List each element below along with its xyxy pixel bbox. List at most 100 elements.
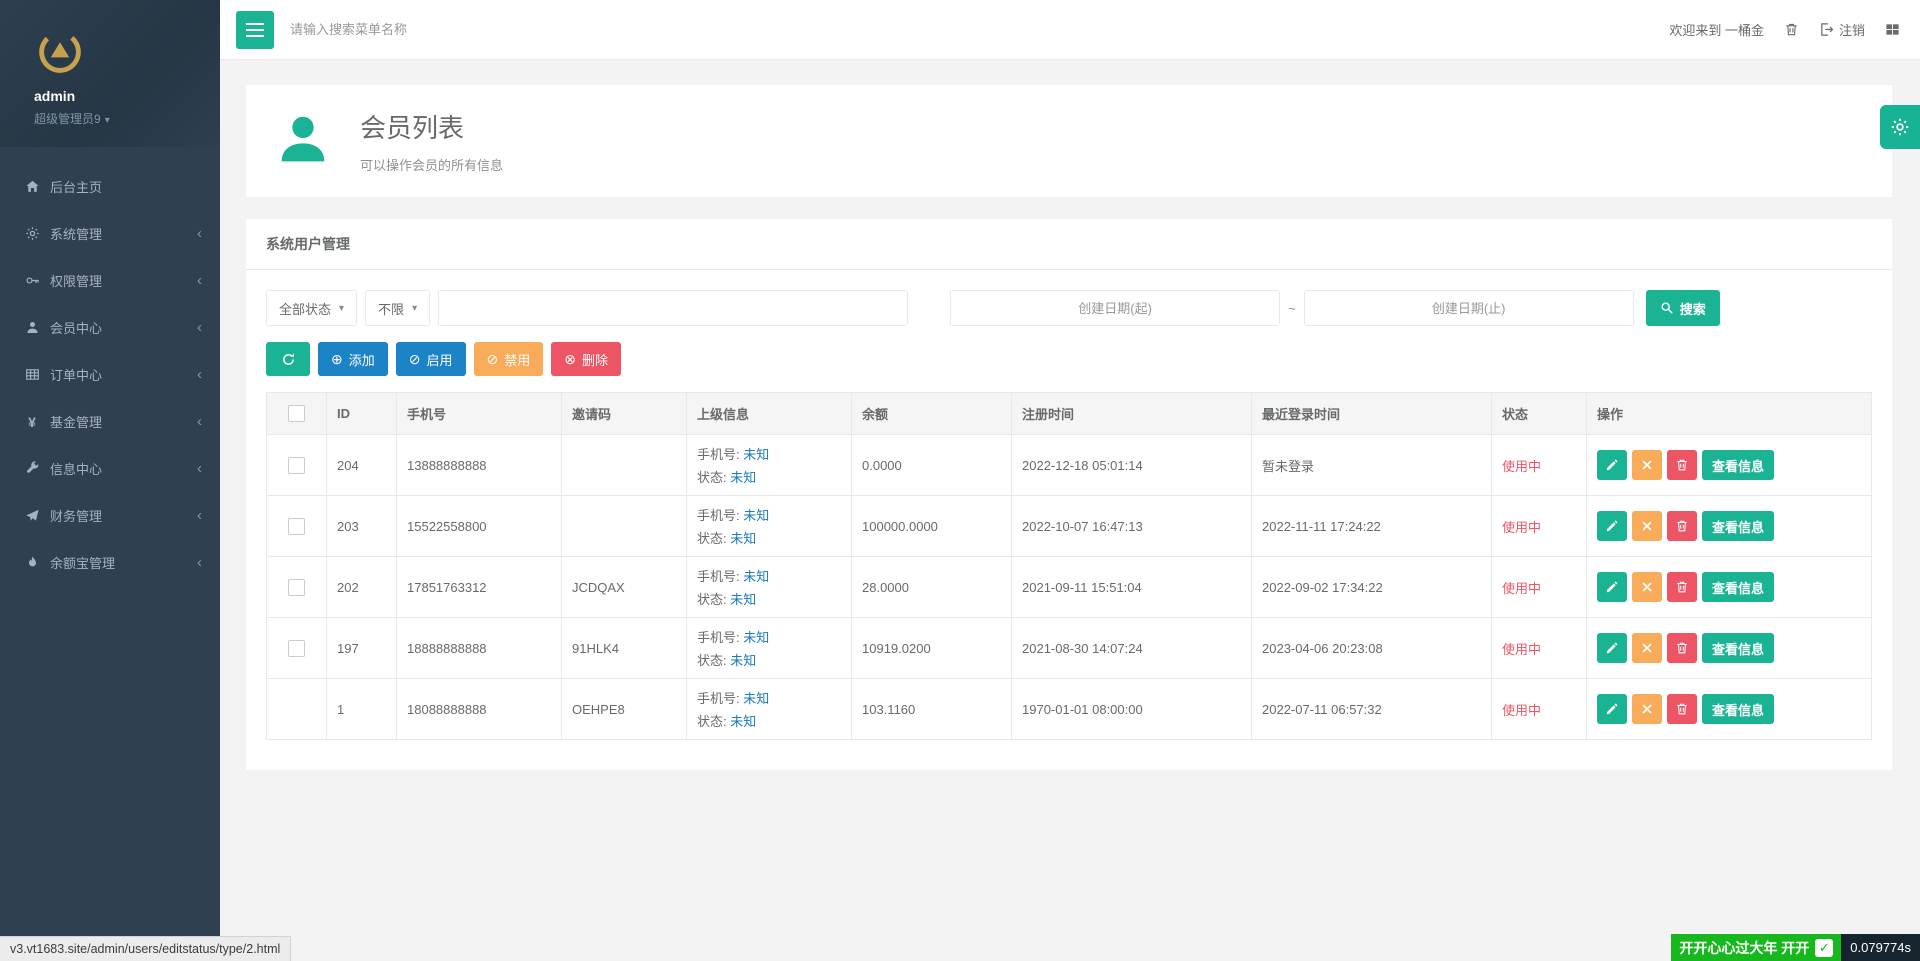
sidebar-item-orders[interactable]: 订单中心 ‹ bbox=[0, 351, 220, 398]
col-header-balance: 余额 bbox=[851, 392, 1012, 435]
sidebar-nav: 后台主页 系统管理 ‹ 权限管理 ‹ 会员中心 ‹ 订单中心 ‹ ¥ 基金管理 … bbox=[0, 163, 220, 586]
date-start-input[interactable] bbox=[950, 290, 1281, 326]
view-info-button[interactable]: 查看信息 bbox=[1702, 511, 1775, 541]
render-time-badge: 0.079774s bbox=[1841, 934, 1920, 961]
disable-row-button[interactable] bbox=[1632, 633, 1662, 663]
enable-button[interactable]: ⊘ 启用 bbox=[395, 342, 466, 376]
row-actions: 查看信息 bbox=[1597, 572, 1861, 602]
disable-button[interactable]: ⊘ 禁用 bbox=[473, 342, 544, 376]
sidebar-item-finance[interactable]: 财务管理 ‹ bbox=[0, 492, 220, 539]
delete-row-button[interactable] bbox=[1667, 511, 1697, 541]
edit-row-button[interactable] bbox=[1597, 511, 1627, 541]
layout-toggle-icon[interactable] bbox=[1885, 22, 1900, 37]
pencil-icon bbox=[1606, 703, 1618, 715]
parent-phone-unknown[interactable]: 未知 bbox=[743, 630, 770, 645]
row-checkbox[interactable] bbox=[288, 517, 305, 535]
range-filter-dropdown[interactable]: 不限 ▾ bbox=[365, 290, 431, 326]
parent-phone-unknown[interactable]: 未知 bbox=[743, 447, 770, 462]
disable-row-button[interactable] bbox=[1632, 511, 1662, 541]
sidebar-role-dropdown[interactable]: 超级管理员9 ▾ bbox=[34, 112, 110, 126]
caret-down-icon: ▾ bbox=[412, 302, 418, 314]
cell-register-time: 2021-09-11 15:51:04 bbox=[1011, 556, 1252, 618]
cell-balance: 10919.0200 bbox=[851, 617, 1012, 679]
parent-status-unknown[interactable]: 未知 bbox=[730, 714, 757, 729]
page-header: 会员列表 可以操作会员的所有信息 bbox=[246, 85, 1892, 197]
parent-phone-unknown[interactable]: 未知 bbox=[743, 691, 770, 706]
cell-register-time: 2022-12-18 05:01:14 bbox=[1011, 434, 1252, 496]
delete-row-button[interactable] bbox=[1667, 450, 1697, 480]
sidebar-header: admin 超级管理员9 ▾ bbox=[0, 0, 220, 147]
fire-icon bbox=[24, 555, 40, 571]
parent-phone-unknown[interactable]: 未知 bbox=[743, 569, 770, 584]
parent-status-unknown[interactable]: 未知 bbox=[730, 592, 757, 607]
status-toggle-link[interactable]: 使用中 bbox=[1502, 580, 1542, 596]
cell-last-login: 2022-07-11 06:57:32 bbox=[1251, 678, 1492, 740]
page-title: 会员列表 bbox=[360, 113, 465, 143]
menu-search-input[interactable] bbox=[290, 22, 610, 37]
trash-icon bbox=[1677, 581, 1687, 593]
parent-status-unknown[interactable]: 未知 bbox=[730, 653, 757, 668]
sidebar-item-info[interactable]: 信息中心 ‹ bbox=[0, 445, 220, 492]
cell-id: 202 bbox=[326, 556, 397, 618]
cell-parent-info: 手机号: 未知 状态: 未知 bbox=[686, 678, 852, 740]
trash-icon bbox=[1677, 703, 1687, 715]
row-actions: 查看信息 bbox=[1597, 511, 1861, 541]
status-toggle-link[interactable]: 使用中 bbox=[1502, 641, 1542, 657]
status-toggle-link[interactable]: 使用中 bbox=[1502, 458, 1542, 474]
view-info-button[interactable]: 查看信息 bbox=[1702, 694, 1775, 724]
col-header-register: 注册时间 bbox=[1011, 392, 1252, 435]
delete-row-button[interactable] bbox=[1667, 694, 1697, 724]
keyword-input[interactable] bbox=[438, 290, 909, 326]
sidebar-toggle-button[interactable] bbox=[236, 10, 274, 49]
edit-row-button[interactable] bbox=[1597, 694, 1627, 724]
sidebar-item-yuebao[interactable]: 余额宝管理 ‹ bbox=[0, 539, 220, 586]
trash-icon[interactable] bbox=[1784, 22, 1799, 37]
sidebar-item-system[interactable]: 系统管理 ‹ bbox=[0, 210, 220, 257]
row-checkbox[interactable] bbox=[288, 639, 305, 657]
sidebar-item-funds[interactable]: ¥ 基金管理 ‹ bbox=[0, 398, 220, 445]
view-info-button[interactable]: 查看信息 bbox=[1702, 450, 1775, 480]
disable-row-button[interactable] bbox=[1632, 450, 1662, 480]
row-checkbox[interactable] bbox=[288, 578, 305, 596]
view-info-button[interactable]: 查看信息 bbox=[1702, 572, 1775, 602]
date-end-input[interactable] bbox=[1303, 290, 1634, 326]
refresh-button[interactable] bbox=[266, 342, 310, 376]
delete-row-button[interactable] bbox=[1667, 572, 1697, 602]
chevron-left-icon: ‹ bbox=[197, 366, 202, 383]
parent-phone-label: 手机号: bbox=[697, 447, 740, 462]
search-button[interactable]: 搜索 bbox=[1645, 290, 1720, 326]
add-button[interactable]: ⊕ 添加 bbox=[318, 342, 388, 376]
row-checkbox[interactable] bbox=[288, 456, 305, 474]
cell-invite-code: JCDQAX bbox=[561, 556, 687, 618]
sidebar-item-members[interactable]: 会员中心 ‹ bbox=[0, 304, 220, 351]
edit-row-button[interactable] bbox=[1597, 572, 1627, 602]
cell-register-time: 2021-08-30 14:07:24 bbox=[1011, 617, 1252, 679]
edit-row-button[interactable] bbox=[1597, 633, 1627, 663]
cell-parent-info: 手机号: 未知 状态: 未知 bbox=[686, 617, 852, 679]
page-header-text: 会员列表 可以操作会员的所有信息 bbox=[360, 108, 503, 174]
delete-row-button[interactable] bbox=[1667, 633, 1697, 663]
edit-row-button[interactable] bbox=[1597, 450, 1627, 480]
cell-last-login: 2022-11-11 17:24:22 bbox=[1251, 495, 1492, 557]
parent-status-unknown[interactable]: 未知 bbox=[730, 531, 757, 546]
status-filter-dropdown[interactable]: 全部状态 ▾ bbox=[266, 290, 358, 326]
disable-row-button[interactable] bbox=[1632, 572, 1662, 602]
sidebar-item-home[interactable]: 后台主页 bbox=[0, 163, 220, 210]
parent-status-unknown[interactable]: 未知 bbox=[730, 470, 757, 485]
x-icon bbox=[1642, 460, 1652, 470]
status-toggle-link[interactable]: 使用中 bbox=[1502, 702, 1542, 718]
col-header-id: ID bbox=[326, 392, 397, 435]
theme-config-button[interactable] bbox=[1880, 105, 1920, 149]
caret-down-icon: ▾ bbox=[104, 115, 110, 126]
select-all-checkbox[interactable] bbox=[288, 405, 305, 423]
filter-row: 全部状态 ▾ 不限 ▾ ~ 搜索 bbox=[266, 290, 1872, 326]
date-separator: ~ bbox=[1288, 300, 1296, 316]
parent-phone-unknown[interactable]: 未知 bbox=[743, 508, 770, 523]
view-info-button[interactable]: 查看信息 bbox=[1702, 633, 1775, 663]
disable-row-button[interactable] bbox=[1632, 694, 1662, 724]
parent-phone-label: 手机号: bbox=[697, 630, 740, 645]
sidebar-item-permissions[interactable]: 权限管理 ‹ bbox=[0, 257, 220, 304]
delete-button[interactable]: ⊗ 删除 bbox=[551, 342, 621, 376]
logout-button[interactable]: 注销 bbox=[1819, 20, 1865, 39]
status-toggle-link[interactable]: 使用中 bbox=[1502, 519, 1542, 535]
